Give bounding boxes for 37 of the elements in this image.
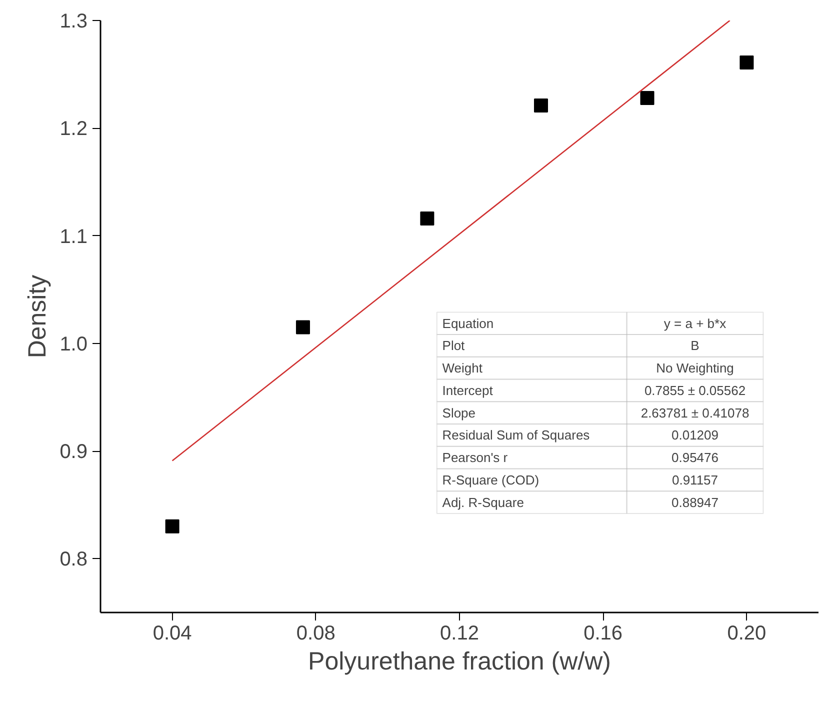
- annotation: Slope: [442, 405, 476, 420]
- annotation: Adj. R-Square: [442, 494, 524, 510]
- annotation: No Weighting: [656, 360, 734, 376]
- annotation: 0.01209: [672, 428, 719, 443]
- annotation: Residual Sum of Squares: [442, 428, 590, 443]
- y-tick-label: 1.3: [60, 10, 88, 32]
- annotation: Intercept: [442, 382, 494, 398]
- x-tick-label: 0.12: [440, 622, 479, 644]
- y-tick-label: 1.0: [60, 333, 88, 356]
- annotation: y = a + b*x: [664, 316, 727, 331]
- annotation: B: [690, 338, 700, 354]
- point: [640, 91, 654, 105]
- annotation: 0.88947: [672, 494, 719, 510]
- x-axis-title: Polyurethane fraction (w/w): [308, 648, 611, 676]
- point: [165, 519, 180, 534]
- annotation: Equation: [442, 316, 494, 331]
- x-tick-label: 0.04: [152, 622, 192, 644]
- y-tick-label: 0.8: [60, 548, 88, 571]
- annotation: 0.7855 ± 0.05562: [644, 382, 746, 398]
- annotation: 0.95476: [672, 450, 719, 466]
- x-tick-label: 0.16: [584, 622, 623, 644]
- y-tick-label: 1.1: [60, 226, 88, 248]
- annotation: 2.63781 ± 0.41078: [640, 405, 750, 420]
- x-tick-label: 0.08: [296, 622, 336, 644]
- annotation: Plot: [442, 338, 466, 354]
- y-tick-label: 1.2: [60, 118, 88, 140]
- annotation: 0.91157: [672, 472, 718, 488]
- y-axis-title: Density: [24, 274, 52, 358]
- y-tick-label: 0.9: [60, 441, 88, 464]
- annotation: Weight: [442, 360, 483, 376]
- point: [534, 98, 548, 113]
- annotation: R-Square (COD): [442, 472, 540, 488]
- annotation: Pearson's r: [442, 450, 508, 466]
- point: [296, 320, 310, 334]
- point: [420, 212, 434, 226]
- x-tick-label: 0.20: [727, 622, 766, 644]
- point: [740, 55, 754, 70]
